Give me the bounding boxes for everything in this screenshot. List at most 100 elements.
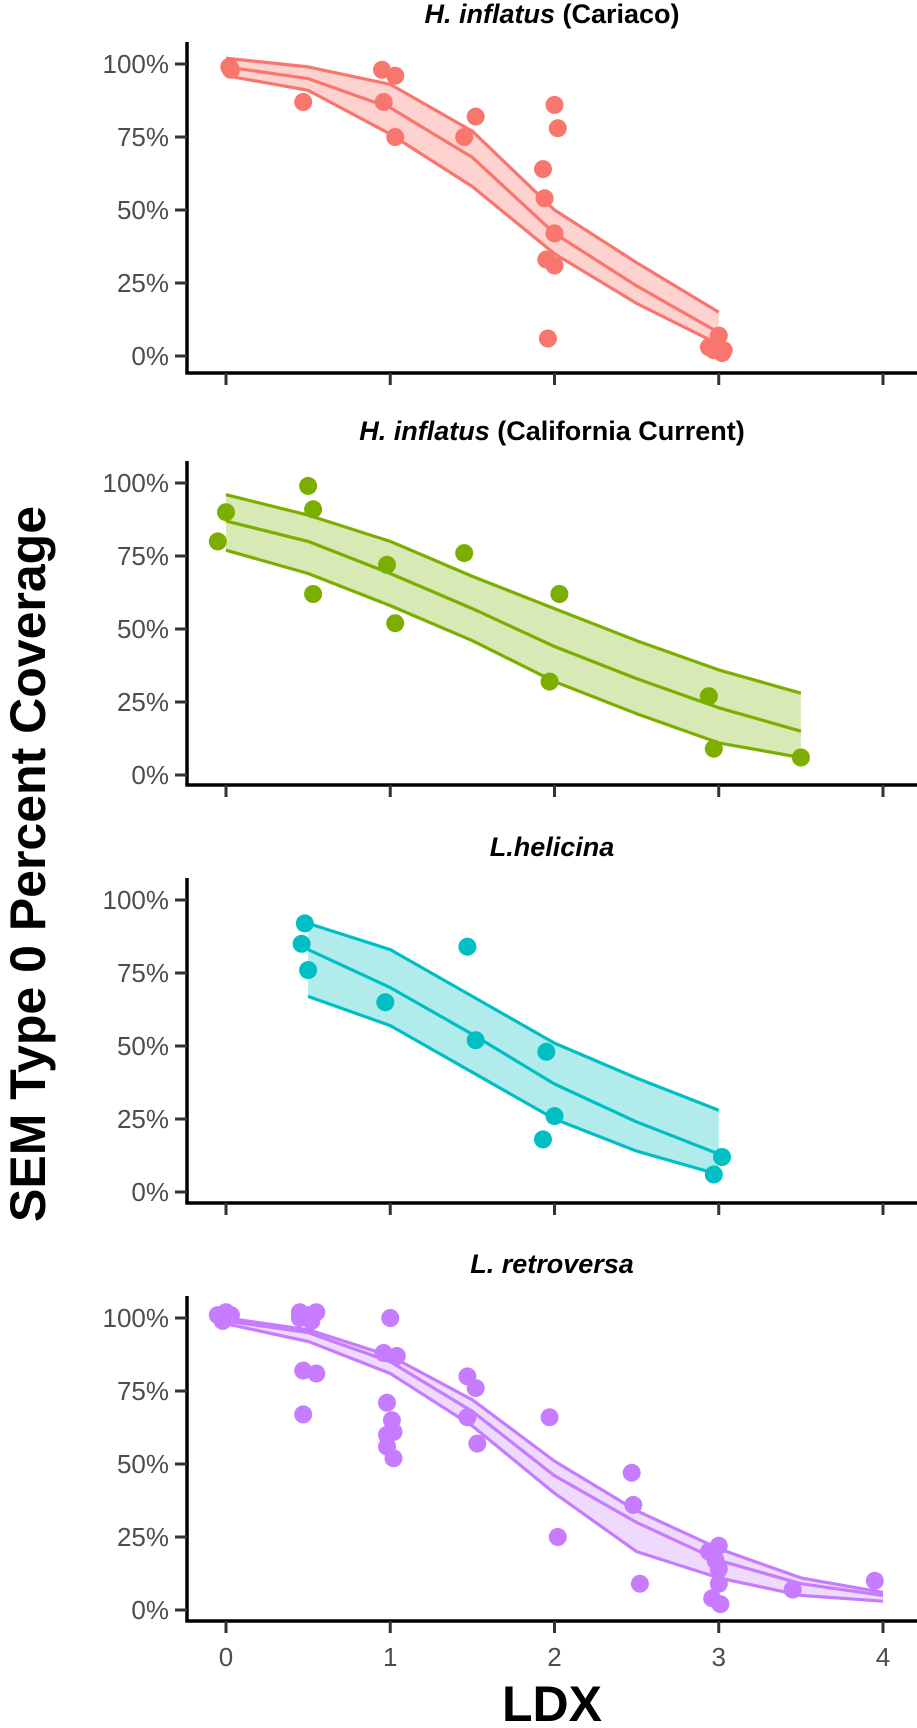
data-point: [455, 544, 474, 563]
x-axis-title: LDX: [502, 1676, 602, 1728]
x-tick-label: 3: [712, 1642, 726, 1672]
data-point: [299, 961, 318, 980]
panel-3: L.helicina 0% 25% 50% 75% 100%: [103, 832, 917, 1215]
data-point: [294, 1405, 313, 1424]
x-tick-label: 2: [547, 1642, 561, 1672]
data-point: [217, 503, 235, 522]
data-point: [537, 1042, 556, 1061]
data-point: [545, 256, 564, 275]
data-point: [711, 1595, 730, 1614]
data-point: [458, 937, 477, 956]
ribbon-mid-line: [307, 948, 720, 1156]
panel-title-italic: L. retroversa: [470, 1249, 634, 1279]
y-tick-label: 50%: [117, 1031, 169, 1061]
data-point: [386, 128, 405, 146]
ribbon-upper-line: [307, 921, 720, 1112]
data-point: [292, 934, 311, 953]
y-axis-title: SEM Type 0 Percent Coverage: [0, 506, 56, 1222]
panel-title-italic: H. inflatus: [359, 416, 490, 446]
data-point: [374, 93, 393, 111]
data-point: [387, 1347, 406, 1365]
data-point: [709, 326, 728, 345]
y-tick-label: 50%: [117, 195, 169, 225]
data-point: [534, 160, 552, 179]
y-tick-label: 0%: [131, 1595, 169, 1625]
data-point: [378, 1393, 396, 1412]
data-point: [307, 1364, 326, 1383]
data-point: [699, 687, 718, 706]
data-point: [540, 672, 559, 691]
data-point: [307, 1303, 326, 1322]
data-point: [221, 60, 240, 79]
y-tick-label: 75%: [117, 541, 169, 571]
ribbon-mid-line: [225, 1319, 884, 1597]
data-point: [545, 224, 564, 243]
y-tick-label: 75%: [117, 122, 169, 152]
x-tick-label: 0: [219, 1642, 233, 1672]
data-point: [376, 993, 395, 1012]
panel-2: H. inflatus (California Current) 0% 25% 50%…: [103, 416, 917, 797]
data-point: [624, 1495, 643, 1514]
data-point: [709, 1536, 728, 1555]
y-tick-label: 75%: [117, 1376, 169, 1406]
data-point: [299, 476, 318, 495]
y-tick-label: 100%: [103, 49, 170, 79]
y-tick-label: 25%: [117, 268, 169, 298]
panel-title-italic: H. inflatus: [424, 0, 555, 29]
y-tick-label: 0%: [131, 760, 169, 790]
data-point: [466, 107, 485, 126]
panel-title-rest: (Cariaco): [555, 0, 680, 29]
data-point: [545, 1107, 564, 1126]
panel-title-rest: (California Current): [490, 416, 745, 446]
panel-1: H. inflatus (Cariaco) 0% 25% 50% 75% 100%: [103, 0, 917, 385]
panel-title: H. inflatus (California Current): [359, 416, 745, 446]
ribbon-lower-line: [307, 994, 720, 1177]
data-point: [704, 1165, 723, 1184]
y-tick-label: 50%: [117, 614, 169, 644]
panel-title: L.helicina: [490, 832, 615, 862]
data-point: [378, 555, 396, 574]
data-point: [704, 739, 723, 758]
y-tick-label: 25%: [117, 687, 169, 717]
data-point: [304, 500, 323, 519]
y-tick-label: 25%: [117, 1104, 169, 1134]
ribbon-upper-line: [225, 1316, 884, 1595]
data-point: [709, 1574, 728, 1593]
data-point: [386, 66, 405, 85]
ribbon-lower-line: [225, 548, 802, 760]
ribbon-lower-line: [225, 74, 720, 346]
y-tick-label: 75%: [117, 958, 169, 988]
data-point: [791, 748, 810, 767]
panel-title: L. retroversa: [470, 1249, 634, 1279]
data-point: [630, 1574, 649, 1593]
data-point: [304, 585, 323, 603]
y-tick-label: 100%: [103, 1303, 170, 1333]
data-point: [534, 1130, 552, 1149]
data-point: [714, 341, 733, 360]
data-point: [221, 1306, 240, 1325]
data-point: [548, 119, 567, 138]
ribbon-upper-line: [225, 493, 802, 695]
data-point: [865, 1571, 884, 1590]
data-point: [709, 1560, 728, 1579]
data-point: [294, 93, 313, 111]
ribbon-mid-line: [225, 65, 720, 334]
x-tick-label: 1: [383, 1642, 397, 1672]
data-point: [548, 1528, 567, 1546]
panels-layer: H. inflatus (Cariaco)0%25%50%75%100%H. i…: [103, 0, 917, 1672]
data-point: [535, 189, 554, 208]
confidence-ribbon: [226, 58, 719, 345]
panel-title: H. inflatus (Cariaco): [424, 0, 679, 29]
panel-4: L. retroversa 0% 25% 50% 75% 100% 0 1 2 3 4: [103, 1249, 917, 1672]
data-point: [386, 614, 405, 633]
data-point: [458, 1408, 477, 1427]
data-point: [783, 1580, 802, 1599]
data-point: [713, 1148, 731, 1166]
y-tick-label: 100%: [103, 468, 170, 498]
confidence-ribbon: [308, 923, 719, 1175]
data-point: [540, 1408, 559, 1427]
data-point: [622, 1463, 641, 1482]
data-point: [550, 585, 569, 603]
y-tick-label: 100%: [103, 885, 170, 915]
